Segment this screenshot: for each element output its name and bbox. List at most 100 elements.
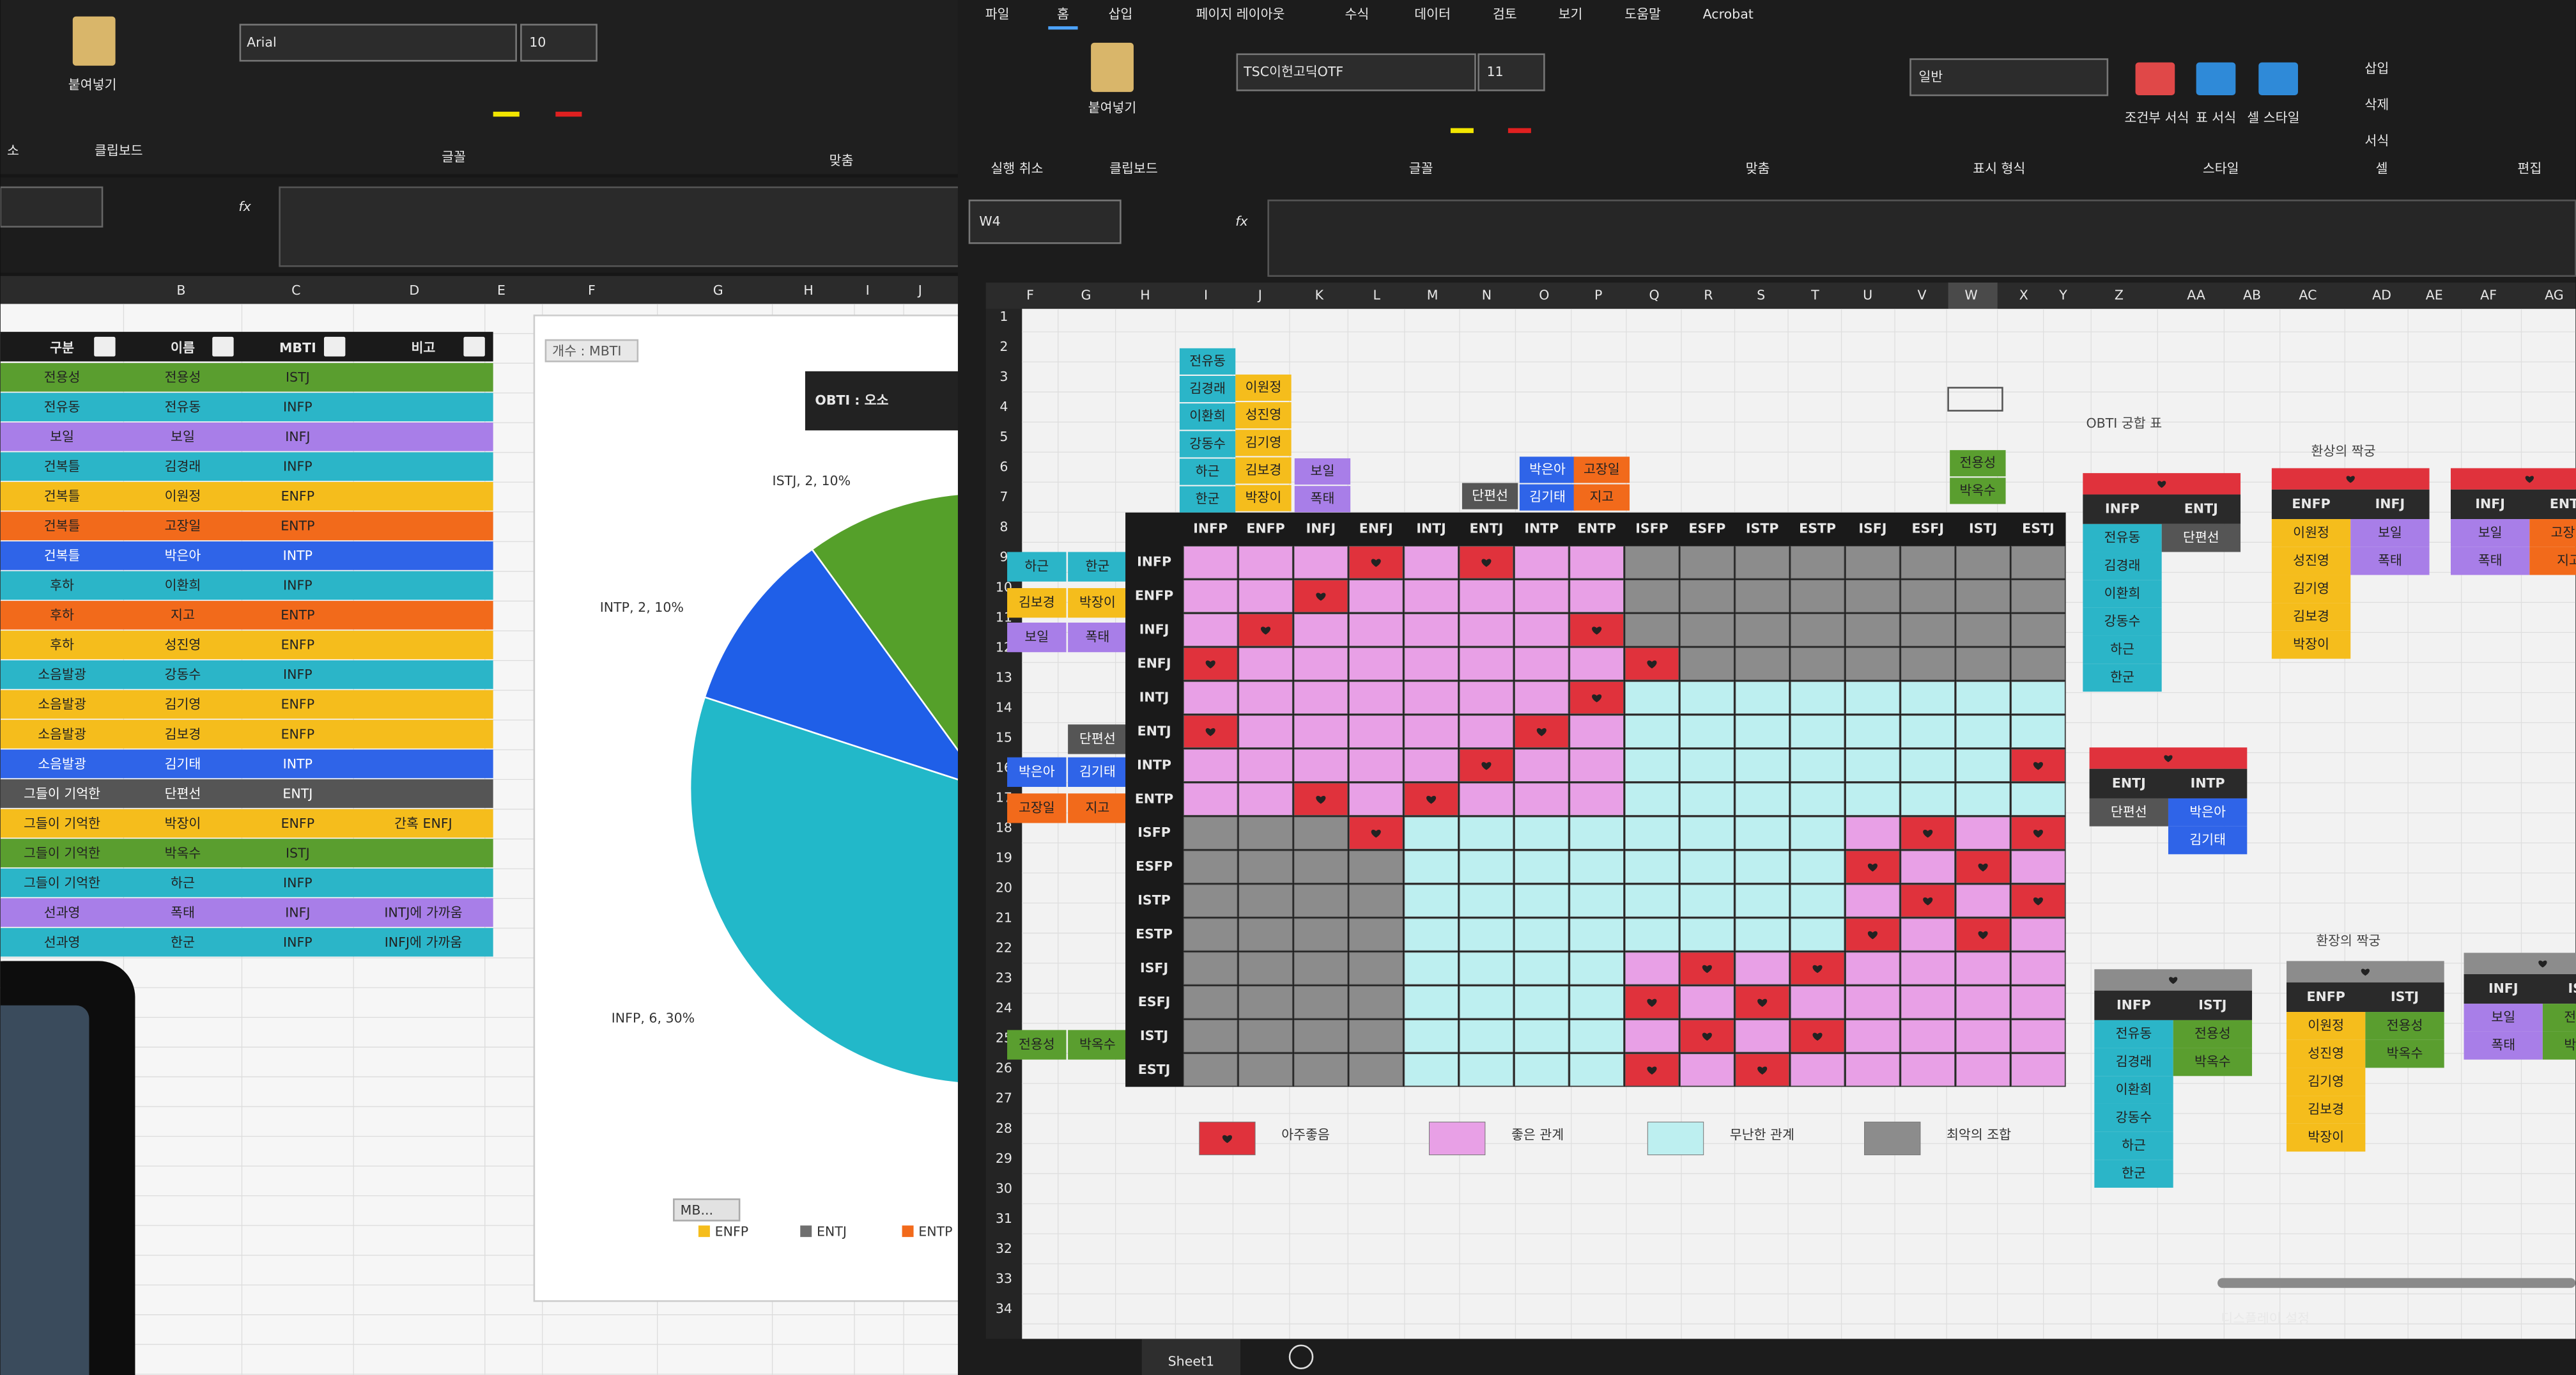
heart-icon	[2538, 960, 2547, 968]
sheet-tab-box	[1141, 1339, 1240, 1375]
compat-cell	[1459, 782, 1514, 816]
compat-cell	[1183, 1020, 1238, 1053]
pair-name: 김경래	[2116, 1053, 2152, 1069]
font-name[interactable]: TSC이헌고딕OTF	[1243, 64, 1343, 79]
sheet-tab[interactable]: Sheet1	[1168, 1353, 1214, 1369]
row-number: 21	[996, 910, 1012, 926]
row-number: 26	[996, 1060, 1012, 1076]
compat-cell	[1404, 749, 1458, 782]
pair-name: 박은아	[2189, 804, 2226, 820]
table-cell: ENFP	[281, 488, 315, 504]
heart-icon	[2033, 762, 2043, 770]
compat-cell	[1901, 647, 1955, 681]
menu-tab[interactable]: 수식	[1345, 6, 1369, 22]
name-tag	[1950, 450, 2006, 477]
grid-column-header: ESFP	[1688, 521, 1725, 536]
compat-cell	[1679, 918, 1734, 951]
pair-name: 폭태	[2478, 553, 2503, 568]
menu-tab[interactable]: 파일	[985, 6, 1010, 22]
compat-cell	[1735, 782, 1790, 816]
ribbon-button[interactable]: 서식	[2364, 133, 2389, 148]
legend-swatch	[1428, 1121, 1486, 1156]
compat-cell	[2011, 986, 2065, 1019]
name-box-value[interactable]: W4	[979, 214, 1000, 229]
heart-icon	[1702, 965, 1712, 974]
pair-name: 박장이	[2308, 1130, 2344, 1145]
compat-cell	[1514, 1053, 1569, 1087]
menu-tab[interactable]: 페이지 레이아웃	[1196, 6, 1285, 22]
menu-tab[interactable]: 보기	[1559, 6, 1583, 22]
menu-tab[interactable]: 홈	[1057, 6, 1069, 22]
column-letter: AD	[2372, 288, 2391, 303]
row-number: 6	[999, 459, 1008, 474]
selected-column	[1948, 283, 1998, 309]
column-letter: T	[1810, 288, 1819, 303]
table-cell: 선과영	[44, 935, 81, 950]
pair-header	[2450, 468, 2576, 490]
pair-type: INFJ	[2375, 496, 2405, 511]
compat-cell	[1790, 850, 1845, 883]
compat-cell	[1570, 952, 1624, 985]
compat-cell	[1404, 579, 1458, 613]
pair-name: 성진영	[2293, 553, 2329, 568]
compat-cell	[1293, 884, 1348, 917]
compat-cell	[1955, 749, 2010, 782]
pair-name: 김경래	[2104, 557, 2141, 573]
table-cell: ENFP	[281, 697, 315, 712]
ribbon-button[interactable]: 삭제	[2364, 97, 2389, 112]
compat-cell	[2011, 715, 2065, 749]
pie-slice	[704, 548, 969, 784]
ribbon-button[interactable]: 표 서식	[2196, 110, 2236, 125]
compat-cell	[1459, 1020, 1514, 1053]
font-size[interactable]: 10	[529, 35, 546, 50]
compat-cell	[1183, 749, 1238, 782]
menu-tab[interactable]: 도움말	[1624, 6, 1661, 22]
add-sheet-button[interactable]	[1288, 1344, 1314, 1370]
ribbon-button[interactable]: 조건부 서식	[2124, 110, 2189, 125]
font-size[interactable]: 11	[1486, 64, 1503, 79]
table-cell: ENTJ	[282, 786, 312, 801]
compat-cell	[1238, 952, 1293, 985]
table-row	[0, 511, 493, 541]
chart-title-box	[805, 371, 969, 431]
compat-cell	[1679, 545, 1734, 579]
font-box	[1236, 53, 1476, 91]
compat-cell	[1679, 816, 1734, 850]
name-tag	[1068, 552, 1127, 582]
pair-name-cell	[2168, 798, 2248, 827]
table-cell: 건복틀	[44, 518, 81, 534]
status-text[interactable]: 디스플레이 설정	[2221, 1311, 2310, 1326]
compat-cell	[1404, 1053, 1458, 1087]
compat-cell	[1183, 545, 1238, 579]
compat-cell	[1514, 681, 1569, 715]
column-letter: L	[1373, 288, 1381, 303]
column-header-band	[0, 276, 969, 304]
compat-cell	[1348, 918, 1403, 951]
heart-icon	[1592, 694, 1602, 703]
menu-tab[interactable]: Acrobat	[1703, 6, 1754, 22]
compat-cell	[1183, 918, 1238, 951]
ribbon-button[interactable]: 삽입	[2364, 61, 2389, 76]
font-name[interactable]: Arial	[247, 35, 277, 50]
menu-tab[interactable]: 검토	[1493, 6, 1517, 22]
paste-button[interactable]: 붙여넣기	[1088, 100, 1137, 116]
menu-tab[interactable]: 데이터	[1414, 6, 1451, 22]
filter-button	[94, 336, 116, 357]
grid-row-header: ISFJ	[1140, 960, 1168, 975]
row-number: 9	[999, 549, 1008, 564]
pair-type: INFP	[2105, 501, 2140, 517]
ribbon-button[interactable]: 셀 스타일	[2247, 110, 2299, 125]
compat-cell	[1624, 681, 1679, 715]
legend-label: 좋은 관계	[1511, 1127, 1564, 1142]
column-letter: AC	[2299, 288, 2317, 303]
pair-name: 박장이	[2293, 637, 2329, 652]
chart-title: OBTI : 오소	[815, 392, 888, 408]
pair-name: 단편선	[2111, 804, 2147, 820]
column-letter: Q	[1649, 288, 1659, 303]
number-format[interactable]: 일반	[1918, 69, 1943, 84]
menu-tab[interactable]: 삽입	[1108, 6, 1132, 22]
paste-button[interactable]: 붙여넣기	[68, 77, 117, 93]
table-row	[0, 601, 493, 630]
heart-icon	[1923, 829, 1933, 838]
name-tag	[1068, 622, 1127, 653]
